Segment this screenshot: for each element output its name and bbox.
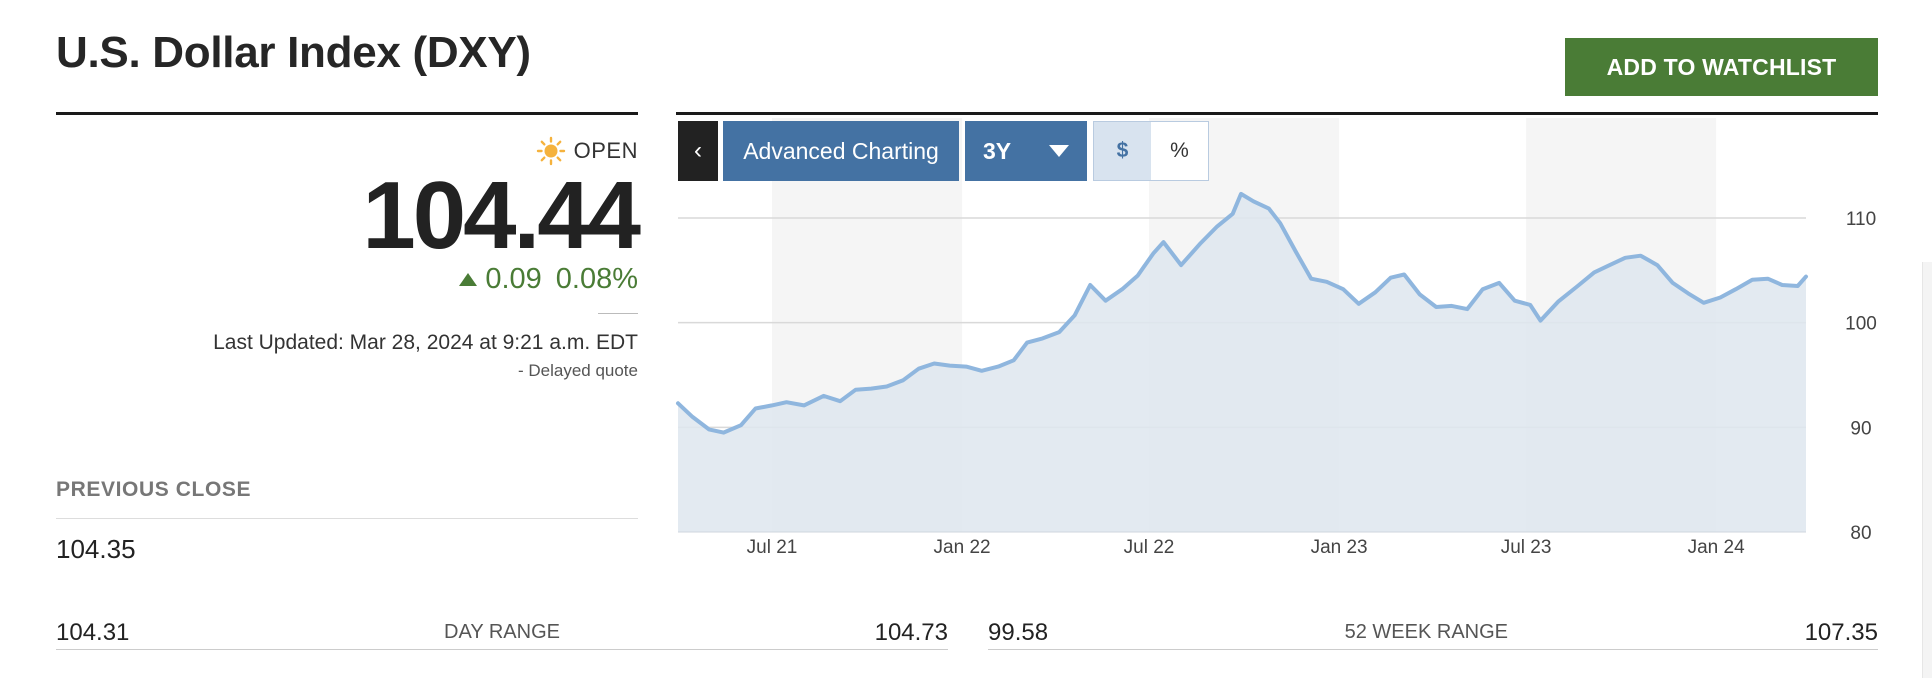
week52-range-high: 107.35 (1804, 618, 1878, 646)
previous-close-value: 104.35 (56, 534, 136, 564)
week52-range-low: 99.58 (988, 618, 1049, 646)
chart-toolbar: ‹ Advanced Charting 3Y $ % (678, 121, 1209, 181)
x-tick-label: Jul 21 (747, 537, 798, 558)
y-tick-label: 80 (1850, 523, 1871, 544)
change-percent: 0.08% (555, 263, 638, 295)
page-title: U.S. Dollar Index (DXY) (56, 28, 531, 77)
previous-close-label: PREVIOUS CLOSE (56, 478, 252, 501)
chevron-left-icon: ‹ (694, 137, 702, 164)
delayed-quote-note: - Delayed quote (517, 361, 638, 380)
time-range-value: 3Y (983, 137, 1012, 164)
change-value: 0.09 (485, 263, 542, 295)
x-tick-label: Jan 24 (1688, 537, 1745, 558)
x-tick-label: Jul 22 (1124, 537, 1175, 558)
day-range-label: DAY RANGE (444, 621, 560, 643)
left-divider (56, 112, 638, 115)
x-tick-label: Jan 23 (1311, 537, 1368, 558)
chart-divider (676, 112, 1878, 115)
x-tick-label: Jul 23 (1501, 537, 1552, 558)
last-price: 104.44 (362, 162, 641, 269)
caret-down-icon (1049, 145, 1069, 157)
y-tick-label: 100 (1845, 314, 1877, 335)
page-scrollbar[interactable] (1922, 262, 1932, 678)
y-tick-label: 90 (1850, 418, 1871, 439)
change-underline (598, 313, 638, 314)
value-mode-toggle: $ % (1093, 121, 1209, 181)
last-updated: Last Updated: Mar 28, 2024 at 9:21 a.m. … (213, 331, 638, 354)
sun-icon (536, 136, 565, 166)
previous-close-divider (56, 518, 638, 519)
week52-range: 99.58 52 WEEK RANGE 107.35 (988, 616, 1878, 650)
price-change: 0.09 0.08% (459, 263, 638, 296)
advanced-charting-button[interactable]: Advanced Charting (723, 121, 959, 181)
day-range-low: 104.31 (56, 618, 130, 646)
week52-range-label: 52 WEEK RANGE (1344, 621, 1509, 643)
up-arrow-icon (459, 273, 478, 286)
percent-toggle[interactable]: % (1151, 122, 1208, 180)
series-area (678, 193, 1806, 532)
day-range-high: 104.73 (874, 618, 948, 646)
day-range: 104.31 DAY RANGE 104.73 (56, 616, 948, 650)
y-tick-label: 110 (1846, 209, 1876, 230)
market-status: OPEN (536, 136, 638, 166)
x-tick-label: Jan 22 (934, 537, 991, 558)
dollar-toggle[interactable]: $ (1094, 122, 1151, 180)
market-status-label: OPEN (573, 138, 638, 163)
collapse-chart-button[interactable]: ‹ (678, 121, 718, 181)
add-to-watchlist-button[interactable]: ADD TO WATCHLIST (1565, 38, 1878, 96)
time-range-select[interactable]: 3Y (965, 121, 1087, 181)
series-line (676, 191, 1808, 435)
